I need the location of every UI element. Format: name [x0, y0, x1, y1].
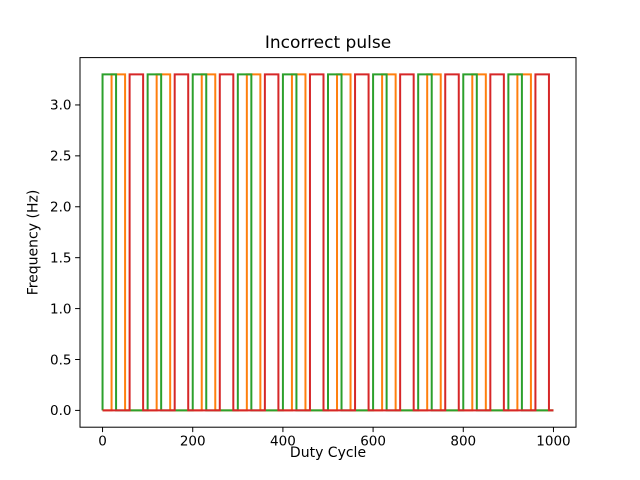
y-tick-label: 2.0	[50, 200, 71, 216]
x-tick-label: 600	[360, 434, 386, 450]
x-tick-label: 1000	[536, 434, 570, 450]
x-tick-label: 0	[98, 434, 107, 450]
y-tick-label: 3.0	[50, 98, 71, 114]
y-tick-label: 1.5	[50, 250, 71, 266]
x-tick-label: 800	[450, 434, 476, 450]
y-tick-label: 1.0	[50, 301, 71, 317]
plot-spines	[79, 57, 577, 428]
x-axis-label: Duty Cycle	[289, 445, 367, 461]
y-tick-label: 2.5	[50, 149, 71, 165]
x-tick-label: 200	[180, 434, 206, 450]
red-pulse	[102, 73, 554, 412]
y-axis-label: Frequency (Hz)	[25, 189, 42, 296]
x-tick-label: 400	[270, 434, 296, 450]
chart-title: Incorrect pulse	[264, 33, 392, 53]
y-tick-label: 0.5	[50, 352, 71, 368]
y-tick-label: 0.0	[50, 403, 71, 419]
